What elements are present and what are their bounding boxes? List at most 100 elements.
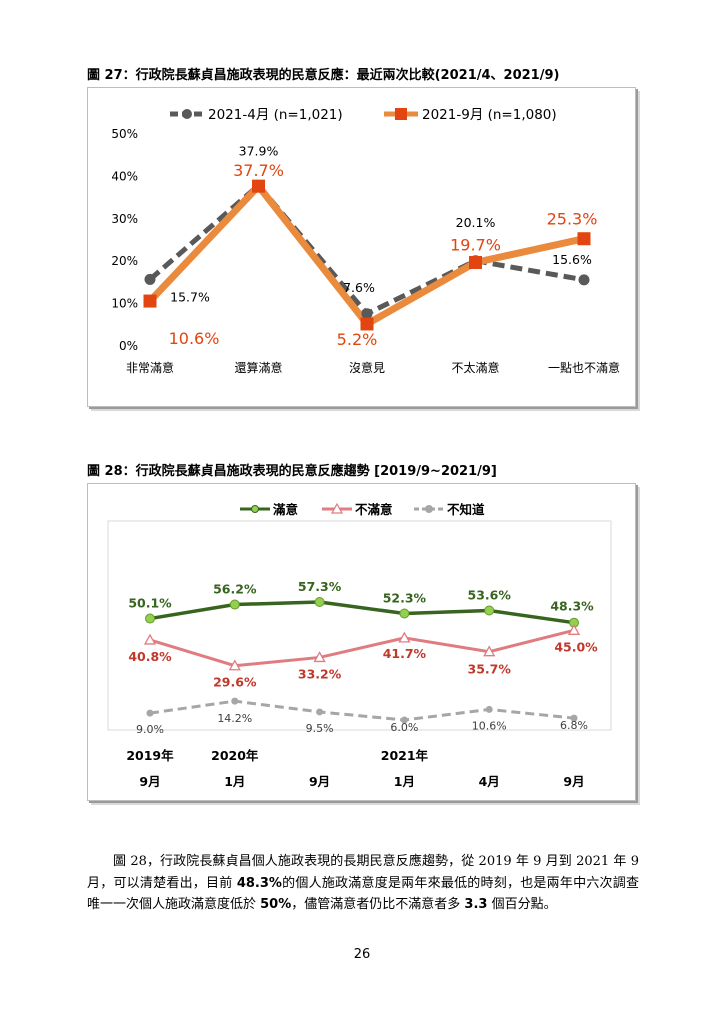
- data-label: 50.1%: [128, 596, 172, 611]
- data-point: [228, 659, 241, 671]
- data-point: [399, 608, 410, 619]
- data-label: 41.7%: [383, 646, 427, 661]
- data-point: [567, 623, 581, 635]
- data-label: 14.2%: [217, 712, 252, 725]
- x-month-label: 9月: [139, 774, 160, 789]
- data-label-2021-09: 19.7%: [450, 235, 501, 254]
- series-line-0: [149, 600, 575, 625]
- data-point: [231, 697, 239, 705]
- data-point-2021-09: [469, 255, 482, 269]
- x-year-label: 2019年: [126, 748, 174, 763]
- data-point: [146, 709, 154, 717]
- data-label: 57.3%: [298, 579, 342, 594]
- data-point: [316, 708, 324, 716]
- paragraph-bold: 3.3: [464, 897, 488, 912]
- y-tick-label: 0%: [119, 339, 138, 353]
- data-label: 48.3%: [550, 599, 594, 614]
- x-tick-label: 非常滿意: [126, 360, 174, 375]
- data-point: [570, 714, 578, 722]
- x-year-label: 2020年: [211, 748, 259, 763]
- paragraph-text: ，儘管滿意者仍比不滿意者多: [291, 897, 465, 912]
- figure-28-panel: 滿意 不滿意 不知道 50.1% 56.2% 57.3% 52.3% 53.6% 48.3% 40…: [87, 483, 636, 801]
- data-label: 33.2%: [298, 666, 342, 681]
- data-point: [145, 613, 155, 624]
- data-point: [398, 631, 411, 643]
- y-tick-label: 20%: [111, 254, 138, 268]
- data-point: [143, 633, 157, 645]
- series-line-1: [149, 628, 575, 668]
- data-label-2021-09: 37.7%: [233, 161, 284, 180]
- x-month-label: 1月: [394, 774, 415, 789]
- legend-marker: [251, 505, 259, 513]
- x-tick-label: 一點也不滿意: [548, 360, 620, 375]
- data-label-2021-04: 15.6%: [552, 252, 592, 267]
- data-point: [313, 651, 326, 663]
- data-point-2021-09: [360, 317, 374, 331]
- data-label: 6.8%: [560, 719, 588, 732]
- plot-area: [107, 520, 612, 731]
- figure-28-chart: 滿意 不滿意 不知道 50.1% 56.2% 57.3% 52.3% 53.6% 48.3% 40…: [107, 502, 612, 789]
- y-tick-label: 30%: [111, 212, 138, 226]
- data-label-2021-09: 10.6%: [169, 329, 220, 348]
- data-point: [314, 597, 325, 607]
- legend-marker: [330, 502, 344, 514]
- data-label-2021-04: 37.9%: [239, 143, 279, 158]
- paragraph-bold: 50%: [260, 897, 292, 912]
- y-tick-label: 50%: [111, 127, 138, 141]
- figure-27-chart: 0% 10% 20% 30% 40% 50% 非常滿意 還算滿意 沒意見 不太滿意 一點也不滿意 20…: [111, 107, 620, 375]
- x-tick-label: 沒意見: [349, 360, 385, 375]
- x-tick-label: 還算滿意: [234, 360, 282, 375]
- figure-27-caption: 圖 27：行政院長蘇貞昌施政表現的民意反應：最近兩次比較(2021/4、2021…: [87, 68, 560, 83]
- legend-marker: [395, 108, 407, 120]
- data-label: 29.6%: [213, 675, 257, 690]
- data-label-2021-09: 5.2%: [337, 330, 378, 349]
- x-month-label: 9月: [309, 774, 330, 789]
- data-label-2021-09: 25.3%: [547, 210, 598, 229]
- x-year-label: 2021年: [381, 748, 429, 763]
- x-month-label: 1月: [224, 774, 245, 789]
- legend-label: 不知道: [447, 502, 485, 517]
- data-label: 9.5%: [306, 722, 334, 735]
- data-label: 9.0%: [136, 723, 164, 736]
- y-tick-label: 10%: [111, 297, 138, 311]
- data-point: [484, 605, 495, 616]
- body-paragraph: 圖 28，行政院長蘇貞昌個人施政表現的長期民意反應趨勢，從 2019 年 9 月…: [87, 851, 639, 916]
- data-point-2021-04: [144, 273, 156, 285]
- data-label: 52.3%: [383, 591, 427, 606]
- y-tick-label: 40%: [111, 169, 138, 183]
- legend-label: 滿意: [273, 502, 298, 517]
- data-point-2021-09: [577, 232, 591, 246]
- data-point-2021-04: [361, 308, 373, 320]
- data-label: 6.0%: [390, 721, 418, 734]
- data-label: 35.7%: [468, 662, 512, 677]
- data-label-2021-04: 15.7%: [170, 289, 210, 304]
- data-label: 40.8%: [128, 649, 172, 664]
- paragraph-bold: 48.3%: [236, 875, 282, 891]
- data-point-2021-09: [143, 294, 157, 308]
- data-label: 56.2%: [213, 582, 257, 597]
- legend-label: 2021-9月 (n=1,080): [422, 107, 557, 123]
- data-point-2021-04: [578, 274, 590, 286]
- data-label: 45.0%: [554, 639, 598, 654]
- series-line-2021-09: [147, 180, 585, 329]
- page-number: 26: [353, 947, 371, 962]
- data-label: 53.6%: [468, 588, 512, 603]
- legend-marker: [425, 505, 433, 513]
- data-label: 10.6%: [472, 719, 507, 732]
- legend-marker: [182, 109, 192, 119]
- legend-label: 不滿意: [355, 502, 393, 517]
- figure-27-panel: 0% 10% 20% 30% 40% 50% 非常滿意 還算滿意 沒意見 不太滿意 一點也不滿意 20…: [87, 87, 636, 407]
- legend-label: 2021-4月 (n=1,021): [208, 107, 343, 123]
- data-point: [400, 716, 408, 724]
- data-point: [229, 599, 240, 610]
- paragraph-text: 圖 28，行政院長蘇貞昌個人施政表現的長期民意反應趨勢，從 2019 年 9 月…: [87, 854, 639, 891]
- data-point-2021-09: [252, 179, 265, 193]
- data-point: [485, 705, 493, 713]
- data-label-2021-04: 20.1%: [456, 215, 496, 230]
- paragraph-text: 的個人施政滿意度是兩年來最低的時刻，也是兩年中六次調查唯一一次個人施政滿意度低於: [87, 875, 639, 913]
- figure-28-caption: 圖 28：行政院長蘇貞昌施政表現的民意反應趨勢 [2019/9~2021/9]: [87, 464, 497, 479]
- x-month-label: 9月: [563, 774, 584, 789]
- series-line-2: [149, 699, 575, 722]
- x-tick-label: 不太滿意: [451, 360, 499, 375]
- data-label-2021-04: 7.6%: [343, 280, 375, 295]
